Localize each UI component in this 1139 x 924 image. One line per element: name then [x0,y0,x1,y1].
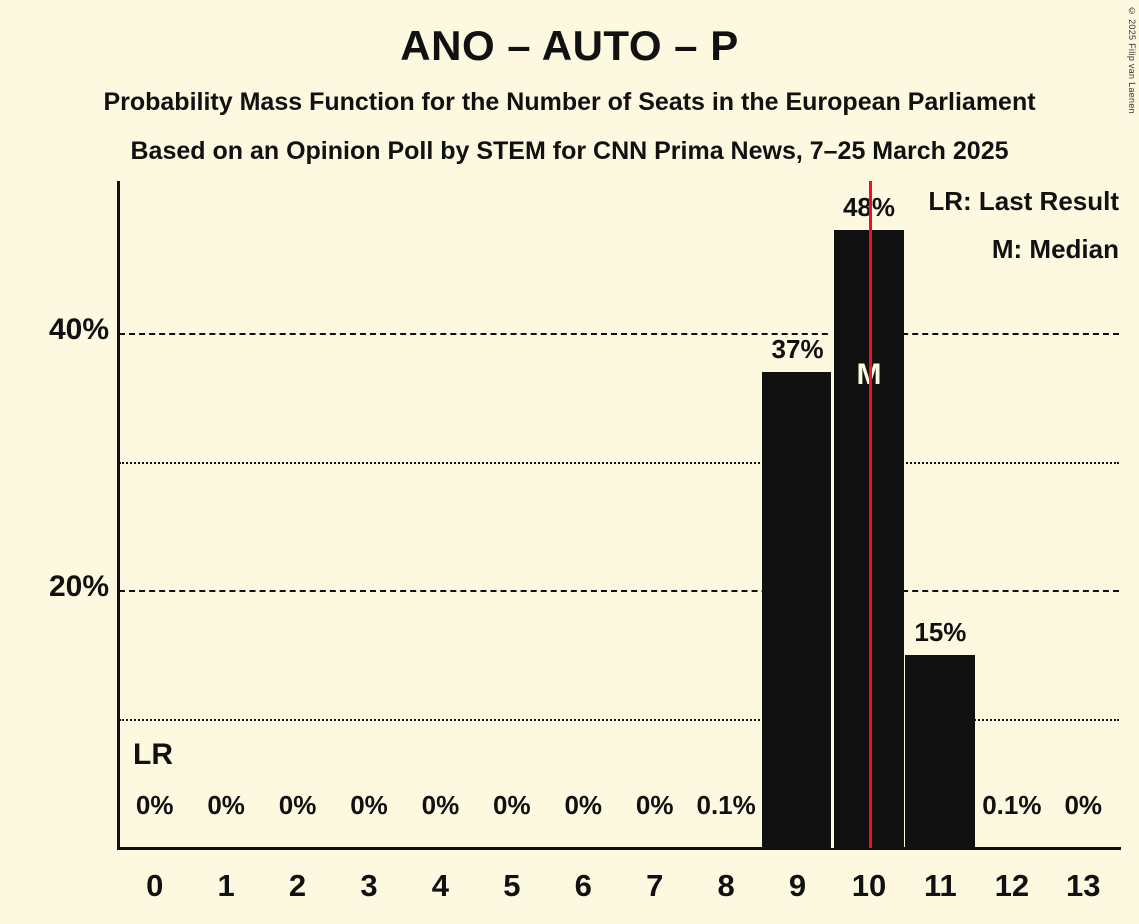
x-axis-tick-label: 6 [574,868,592,903]
x-axis-tick-label: 11 [924,868,957,903]
bar-value-label: 0% [350,790,388,820]
legend-median: M: Median [991,234,1119,264]
bar-value-label: 0% [421,790,460,820]
bar-value-label: 0% [635,790,674,820]
bar-value-label: 0.1% [982,790,1042,820]
last-result-line [869,181,872,848]
bar[interactable] [905,654,976,848]
x-axis-tick-label: 5 [503,868,521,903]
x-axis-tick-label: 8 [717,868,735,903]
plot-area: 0% 0% 0% 0% 0% 0% 0% 0% 0.1% 37% 48% 15% 0.1% 0% M LR [119,181,1119,848]
bar-value-label: 0% [564,790,603,820]
bar-value-label: 48% [818,192,921,223]
bar-value-label: 37% [771,333,824,364]
x-axis-tick-label: 2 [288,868,307,903]
y-axis [117,181,120,850]
x-axis-tick-label: 3 [360,868,378,903]
page-title: ANO – AUTO – P [400,22,739,69]
x-axis-tick-label: 10 [851,868,887,903]
x-axis-tick-label: 7 [646,868,664,903]
median-marker: M [833,358,904,392]
bar-value-label: 0% [493,790,531,820]
y-axis-tick-label: 20% [48,570,109,604]
x-axis-tick-label: 4 [431,868,450,903]
bar-separator [830,229,834,848]
x-axis-tick-label: 13 [1066,868,1101,903]
copyright-notice: © 2025 Filip van Laenen [1127,6,1137,114]
chart-source-note: Based on an Opinion Poll by STEM for CNN… [130,137,1009,165]
legend-last-result: LR: Last Result [928,186,1119,216]
gridline-minor [119,461,1119,464]
bar-value-label: 0% [135,790,174,820]
bar-value-label: 15% [914,616,967,647]
x-axis-tick-label: 1 [217,868,235,903]
chart-subtitle: Probability Mass Function for the Number… [103,88,1036,116]
gridline-minor [119,719,1119,722]
x-axis-tick-label: 12 [994,868,1030,903]
gridline-major [119,590,1119,593]
bar-value-label: 0% [278,790,317,820]
x-axis-tick-label: 9 [788,868,807,903]
y-axis-tick-label: 40% [48,312,109,346]
x-axis [117,847,1121,850]
bar[interactable] [833,229,904,848]
bar[interactable] [762,371,833,848]
x-axis-tick-label: 0 [146,868,164,903]
gridline-major [119,332,1119,335]
bar-value-label: 0% [207,790,245,820]
bar-value-label: 0.1% [696,790,756,820]
last-result-marker: LR [133,738,173,771]
bar-value-label: 0% [1064,790,1103,820]
